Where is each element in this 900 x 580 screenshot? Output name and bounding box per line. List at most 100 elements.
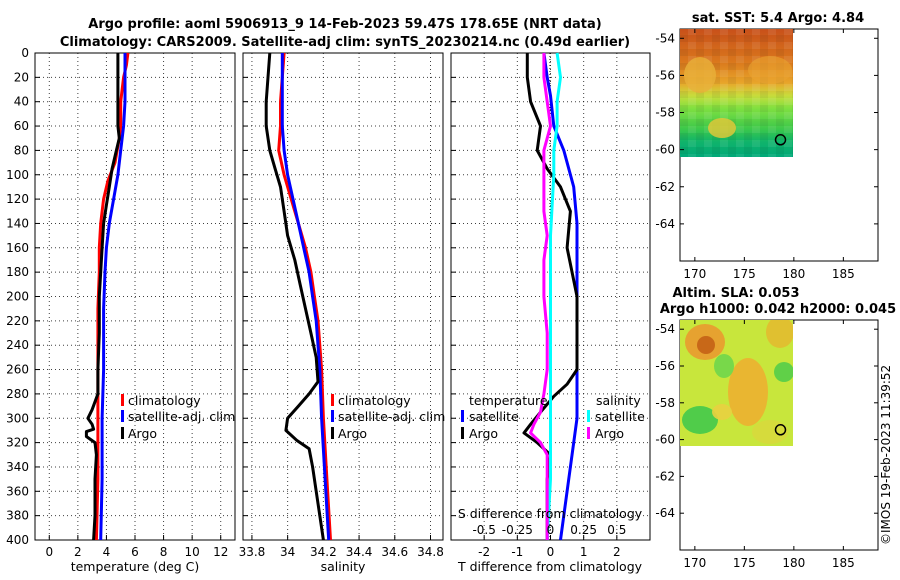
figure-title-line2: Climatology: CARS2009. Satellite-adj cli… — [60, 35, 630, 50]
map-x-tick-label: 185 — [832, 556, 855, 570]
salinity-difference-tick-label: -0.5 — [472, 523, 495, 537]
salinity-difference-tick-label: -0.25 — [502, 523, 533, 537]
x-tick-label: 2 — [613, 545, 621, 559]
y-tick-label: 160 — [6, 241, 29, 255]
y-tick-label: 80 — [14, 143, 29, 157]
salinity-series — [264, 52, 332, 541]
y-tick-label: 260 — [6, 363, 29, 377]
sla-argo-marker — [774, 424, 787, 436]
legend-label-salinity-satellite: satellite — [595, 409, 645, 424]
map-x-tick-label: 170 — [683, 556, 706, 570]
legend-label-climatology: climatology — [128, 393, 201, 408]
map-y-tick-label: -58 — [655, 106, 675, 120]
x-tick-label: 34.2 — [310, 545, 337, 559]
y-tick-label: 340 — [6, 460, 29, 474]
y-tick-label: 220 — [6, 314, 29, 328]
y-tick-label: 180 — [6, 265, 29, 279]
legend-title-temperature: temperature — [469, 393, 548, 408]
difference-xlabel: T difference from climatology — [457, 559, 643, 574]
temperature-legend: climatology satellite-adj. clim Argo — [121, 393, 235, 441]
sst-map-ticks: 170 175 180 185 -54 -56 -58 -60 -62 -64 — [655, 29, 878, 281]
difference-series-temperature-satellite — [542, 52, 579, 541]
sla-high-patch — [728, 358, 768, 426]
map-x-tick-label: 180 — [782, 267, 805, 281]
x-tick-label: 1 — [580, 545, 588, 559]
y-tick-label: 20 — [14, 70, 29, 84]
map-y-tick-label: -56 — [655, 359, 675, 373]
salinity-series-argo — [264, 52, 325, 541]
legend-swatch-argo — [121, 427, 124, 439]
legend-swatch-temperature-argo — [461, 427, 464, 439]
legend-label-satellite: satellite-adj. clim — [338, 409, 445, 424]
y-tick-label: 200 — [6, 290, 29, 304]
temperature-xlabel: temperature (deg C) — [71, 559, 200, 574]
legend-label-argo: Argo — [128, 426, 157, 441]
map-y-tick-label: -60 — [655, 433, 675, 447]
map-y-tick-label: -54 — [655, 31, 675, 45]
map-y-tick-label: -60 — [655, 143, 675, 157]
sla-peak-patch — [697, 336, 715, 354]
legend-swatch-salinity-satellite — [587, 410, 590, 422]
map-x-tick-label: 175 — [733, 556, 756, 570]
map-x-tick-label: 180 — [782, 556, 805, 570]
y-tick-label: 280 — [6, 387, 29, 401]
legend-swatch-salinity-argo — [587, 427, 590, 439]
legend-label-climatology: climatology — [338, 393, 411, 408]
figure-title-line1: Argo profile: aoml 5906913_9 14-Feb-2023… — [88, 17, 601, 32]
x-tick-label: 6 — [131, 545, 139, 559]
x-tick-label: 34.6 — [381, 545, 408, 559]
x-tick-label: 34 — [280, 545, 295, 559]
difference-top-axis-label: S difference from climatology — [458, 506, 643, 521]
x-tick-label: -2 — [478, 545, 490, 559]
legend-label-salinity-argo: Argo — [595, 426, 624, 441]
y-tick-label: 240 — [6, 338, 29, 352]
map-y-tick-label: -62 — [655, 180, 675, 194]
map-x-tick-label: 170 — [683, 267, 706, 281]
legend-swatch-argo — [331, 427, 334, 439]
imos-credit: ©IMOS 19-Feb-2023 11:39:52 — [879, 365, 893, 545]
y-tick-label: 380 — [6, 509, 29, 523]
y-tick-label: 320 — [6, 436, 29, 450]
sla-map-ticks: 170 175 180 185 -54 -56 -58 -60 -62 -64 — [655, 320, 878, 570]
map-x-tick-label: 175 — [733, 267, 756, 281]
map-y-tick-label: -58 — [655, 396, 675, 410]
sla-mid-patch — [752, 420, 788, 444]
y-tick-label: 140 — [6, 216, 29, 230]
difference-series-salinity-argo — [529, 53, 552, 540]
map-y-tick-label: -64 — [655, 506, 675, 520]
x-tick-label: 8 — [160, 545, 168, 559]
x-tick-label: 34.4 — [346, 545, 373, 559]
x-tick-label: 0 — [547, 545, 555, 559]
y-tick-label: 400 — [6, 533, 29, 547]
x-tick-label: 4 — [103, 545, 111, 559]
map-y-tick-label: -56 — [655, 68, 675, 82]
y-tick-label: 40 — [14, 95, 29, 109]
difference-series — [522, 52, 579, 541]
x-tick-label: 34.8 — [417, 545, 444, 559]
sla-low-patch — [714, 354, 734, 378]
legend-swatch-satellite — [331, 410, 334, 422]
difference-legend: temperature satellite Argo salinity sate… — [461, 393, 645, 441]
map-y-tick-label: -64 — [655, 217, 675, 231]
sst-argo-marker — [774, 134, 787, 146]
legend-label-temperature-satellite: satellite — [469, 409, 519, 424]
x-tick-label: 10 — [185, 545, 200, 559]
sla-low-patch — [682, 406, 718, 434]
salinity-xlabel: salinity — [321, 559, 366, 574]
x-tick-label: 12 — [213, 545, 228, 559]
sst-field-texture — [680, 29, 793, 157]
x-tick-label: -1 — [511, 545, 523, 559]
sst-warm-patch — [684, 57, 716, 93]
legend-label-temperature-argo: Argo — [469, 426, 498, 441]
map-x-tick-label: 185 — [832, 267, 855, 281]
salinity-series-climatology — [277, 52, 332, 541]
y-tick-label: 60 — [14, 119, 29, 133]
sla-low-patch — [774, 362, 793, 382]
legend-label-satellite: satellite-adj. clim — [128, 409, 235, 424]
y-tick-label: 0 — [21, 46, 29, 60]
legend-swatch-temperature-satellite — [461, 410, 464, 422]
salinity-gridlines — [243, 52, 443, 541]
map-y-tick-label: -62 — [655, 469, 675, 483]
sla-map-title-line1: Altim. SLA: 0.053 — [673, 286, 800, 301]
